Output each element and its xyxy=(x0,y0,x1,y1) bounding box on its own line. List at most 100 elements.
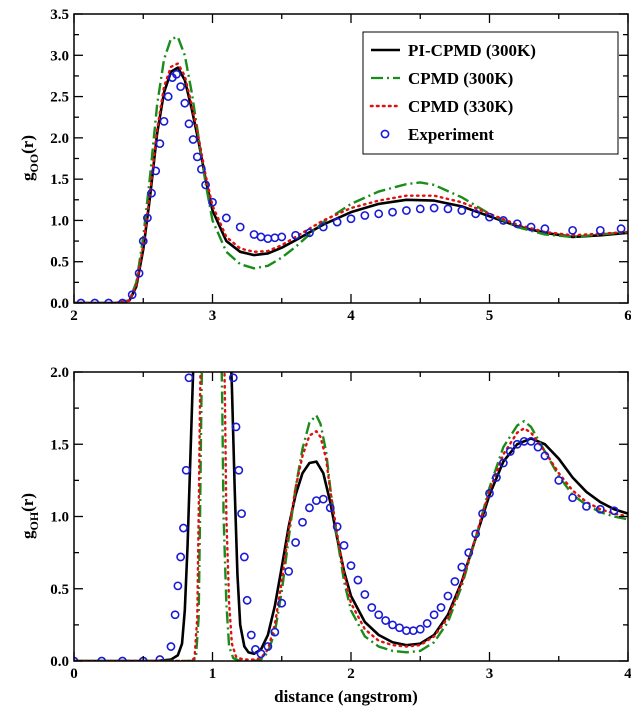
experiment-point xyxy=(346,214,356,224)
legend-label-pi-cpmd: PI-CPMD (300K) xyxy=(408,41,536,60)
experiment-point xyxy=(415,204,425,214)
experiment-point xyxy=(201,180,210,190)
experiment-point xyxy=(374,209,384,219)
legend-swatch-experiment xyxy=(380,129,390,139)
experiment-point xyxy=(142,213,152,223)
experiment-point xyxy=(184,119,194,129)
legend-label-experiment: Experiment xyxy=(408,125,494,144)
series-line-pi-cpmd-300k xyxy=(74,372,628,661)
y-tick-label: 0.5 xyxy=(50,255,69,271)
experiment-point xyxy=(595,225,605,235)
y-tick-label: 1.5 xyxy=(50,437,69,453)
goh-xlabel: distance (angstrom) xyxy=(274,687,418,706)
experiment-point xyxy=(176,552,186,562)
experiment-point xyxy=(197,164,206,174)
experiment-point xyxy=(159,116,169,126)
experiment-point xyxy=(595,504,605,514)
experiment-point xyxy=(526,222,536,232)
experiment-point xyxy=(443,204,453,214)
experiment-point xyxy=(332,522,342,532)
series-line-pi-cpmd-300k xyxy=(74,66,628,303)
experiment-point xyxy=(163,92,173,101)
experiment-point xyxy=(221,213,231,223)
y-tick-label: 3.0 xyxy=(50,48,69,64)
y-tick-label: 3.5 xyxy=(50,7,69,23)
experiment-point xyxy=(172,69,181,79)
experiment-point xyxy=(277,598,287,608)
experiment-point xyxy=(332,217,342,227)
experiment-point xyxy=(492,473,501,482)
experiment-point xyxy=(415,624,425,634)
goo-ticks: 2 3 4 5 6 0.0 0.5 1.0 1.5 2.0 2.5 3.0 3.5 xyxy=(50,7,631,324)
goo-ylabel: gOO(r) xyxy=(18,135,41,181)
experiment-point xyxy=(512,219,522,229)
experiment-point xyxy=(237,509,246,519)
experiment-point xyxy=(471,529,481,539)
experiment-point xyxy=(176,82,186,92)
y-tick-label: 2.0 xyxy=(50,131,69,147)
y-tick-label: 1.0 xyxy=(50,510,69,526)
experiment-point xyxy=(540,224,550,234)
experiment-point xyxy=(422,619,432,628)
experiment-point xyxy=(208,197,217,207)
goh-ylabel: gOH(r) xyxy=(18,493,41,539)
y-tick-label: 0.0 xyxy=(50,654,69,670)
experiment-point xyxy=(251,645,260,654)
series-line-cpmd-300k xyxy=(74,35,628,303)
experiment-point xyxy=(401,206,411,215)
experiment-point xyxy=(381,616,391,625)
experiment-point xyxy=(291,538,300,547)
experiment-point xyxy=(505,447,515,456)
experiment-point xyxy=(239,552,249,562)
experiment-point xyxy=(568,493,577,503)
experiment-point xyxy=(173,581,183,591)
goo-plot-area xyxy=(74,35,628,303)
x-tick-label: 3 xyxy=(486,666,494,682)
experiment-point xyxy=(478,509,487,519)
experiment-point xyxy=(305,228,314,238)
experiment-point xyxy=(616,224,626,234)
x-tick-label: 4 xyxy=(347,308,355,324)
experiment-point xyxy=(318,494,328,504)
experiment-point xyxy=(429,203,439,213)
experiment-point xyxy=(256,649,266,659)
experiment-point xyxy=(353,575,363,585)
experiment-point xyxy=(512,439,522,449)
goo-panel: 2 3 4 5 6 0.0 0.5 1.0 1.5 2.0 2.5 3.0 3.5 gOO(r) PI-… xyxy=(18,7,631,324)
experiment-point xyxy=(568,225,577,235)
x-tick-label: 6 xyxy=(624,308,631,324)
experiment-point xyxy=(134,268,144,278)
experiment-point xyxy=(450,577,460,586)
experiment-point xyxy=(498,458,508,468)
x-tick-label: 0 xyxy=(70,666,78,682)
legend-label-cpmd-330k: CPMD (330K) xyxy=(408,97,513,116)
experiment-point xyxy=(127,290,137,300)
experiment-point xyxy=(242,595,252,605)
x-tick-label: 4 xyxy=(624,666,631,682)
experiment-point xyxy=(263,234,273,243)
goh-plot-area xyxy=(74,372,628,661)
experiment-point xyxy=(192,152,202,162)
experiment-point xyxy=(147,188,156,198)
x-tick-label: 2 xyxy=(347,666,355,682)
experiment-point xyxy=(138,236,148,246)
experiment-point xyxy=(155,139,165,149)
experiment-point xyxy=(346,561,356,571)
experiment-point xyxy=(311,496,321,506)
experiment-point xyxy=(118,656,127,661)
experiment-point xyxy=(270,627,280,637)
experiment-point xyxy=(457,562,467,572)
experiment-point xyxy=(540,451,550,461)
experiment-point xyxy=(184,373,194,383)
experiment-point xyxy=(151,166,161,176)
experiment-point xyxy=(471,209,481,219)
experiment-point xyxy=(284,567,294,576)
experiment-point xyxy=(360,590,370,599)
experiment-point xyxy=(339,541,349,550)
experiment-point xyxy=(235,222,245,232)
experiment-point xyxy=(170,610,180,620)
experiment-point xyxy=(436,603,446,612)
legend: PI-CPMD (300K) CPMD (300K) CPMD (330K) E… xyxy=(362,31,619,155)
experiment-point xyxy=(485,488,494,498)
